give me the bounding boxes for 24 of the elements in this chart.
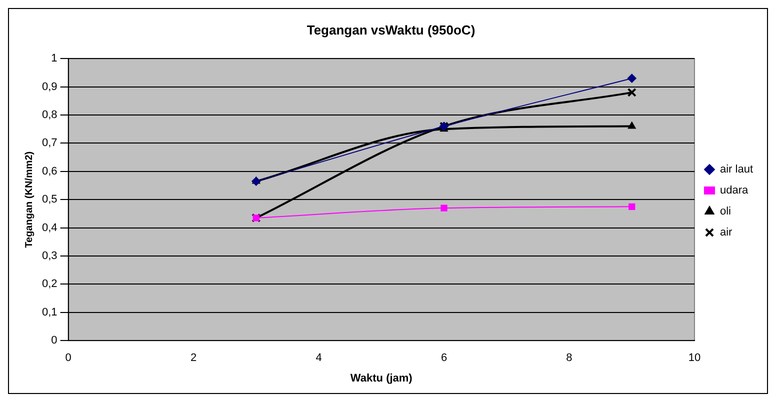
y-tick-label: 0,2 (42, 278, 58, 290)
legend-label: udara (720, 184, 749, 197)
x-tick-label: 6 (440, 352, 448, 364)
y-tick-label: 0,1 (42, 306, 58, 318)
legend-label: air laut (720, 164, 754, 176)
y-axis-title: Tegangan (KN/mm2) (24, 151, 35, 248)
y-tick-label: 0 (51, 334, 58, 347)
chart-title: Tegangan vsWaktu (950oC) (306, 22, 476, 38)
y-tick-label: 0,5 (42, 194, 58, 206)
y-tick-label: 0,3 (42, 250, 58, 262)
x-tick-label: 10 (688, 352, 701, 364)
y-tick-label: 0,8 (42, 109, 58, 122)
y-tick-label: 0,9 (42, 80, 58, 93)
legend-label: oli (720, 206, 731, 218)
y-tick-label: 0,6 (42, 165, 58, 178)
x-tick-label: 2 (190, 352, 197, 364)
y-tick-label: 0,4 (42, 222, 58, 234)
x-tick-label: 4 (316, 352, 322, 364)
y-tick-label: 0,7 (42, 137, 58, 150)
x-tick-label: 8 (566, 352, 572, 364)
legend-label: air (720, 226, 733, 239)
x-axis-title: Waktu (jam) (350, 372, 413, 384)
y-tick-label: 1 (51, 52, 58, 65)
x-tick-label: 0 (65, 352, 72, 364)
